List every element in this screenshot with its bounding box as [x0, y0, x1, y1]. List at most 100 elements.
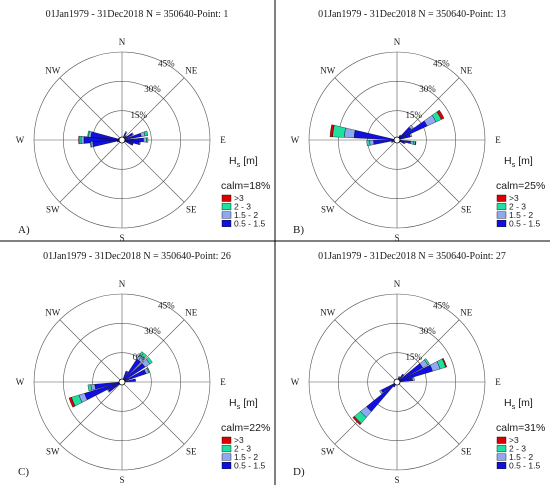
wind-rose-bar [87, 384, 93, 392]
ring-label: 0% [133, 352, 146, 362]
wind-rose-bar [403, 142, 406, 145]
direction-label: SW [46, 446, 60, 456]
ring-label: 45% [433, 58, 450, 68]
direction-label: SW [321, 446, 335, 456]
grid-spoke [121, 381, 185, 445]
wind-rose-bar [145, 356, 153, 365]
wind-rose-bar [78, 135, 82, 145]
legend-swatch [496, 445, 507, 453]
wind-rose-bar [124, 131, 128, 134]
direction-label: N [394, 37, 401, 47]
wind-rose-panel: 01Jan1979 - 31Dec2018 N = 350640-Point: … [291, 9, 546, 243]
grid-spoke [59, 381, 123, 445]
direction-label: NW [320, 66, 335, 76]
direction-label: S [394, 233, 399, 243]
grid-spoke [396, 319, 460, 383]
wind-rose-bar [369, 140, 375, 146]
ring-label: 15% [406, 352, 423, 362]
wind-rose-bar [379, 389, 384, 395]
calm-circle [393, 136, 401, 144]
direction-label: NE [185, 308, 197, 318]
grid-spoke [334, 139, 398, 203]
legend-label: 0.5 - 1.5 [234, 218, 265, 228]
legend-swatch [496, 453, 507, 461]
wind-rose-bar [411, 377, 415, 381]
direction-label: NE [460, 66, 472, 76]
direction-label: NW [45, 66, 60, 76]
wind-rose-bar [146, 367, 150, 374]
legend-swatch [221, 211, 232, 219]
panel-title: 01Jan1979 - 31Dec2018 N = 350640-Point: … [43, 251, 231, 262]
direction-label: SE [186, 204, 197, 214]
panel-title: 01Jan1979 - 31Dec2018 N = 350640-Point: … [318, 251, 506, 262]
ring-label: 30% [144, 84, 161, 94]
grid-spoke [334, 77, 398, 141]
ring-label: 30% [144, 326, 161, 336]
legend-label: >3 [234, 435, 244, 445]
direction-label: NE [460, 308, 472, 318]
grid-spoke [59, 77, 123, 141]
legend-swatch [496, 194, 507, 202]
grid-spoke [59, 319, 123, 383]
wind-rose-bar [78, 135, 80, 145]
wind-rose-panel: 01Jan1979 - 31Dec2018 N = 350640-Point: … [16, 251, 271, 485]
wind-rose-bar [353, 129, 398, 141]
grid-spoke [121, 319, 185, 383]
calm-label: calm=18% [221, 180, 270, 192]
direction-label: SE [461, 204, 472, 214]
ring-label: 15% [131, 110, 148, 120]
grid-spoke [121, 139, 185, 203]
direction-label: S [119, 233, 124, 243]
wind-rose-bar [89, 141, 92, 148]
wind-rose-bar [329, 124, 335, 138]
wind-rose-bar [143, 130, 149, 137]
direction-label: NW [45, 308, 60, 318]
panel-label: B) [293, 224, 304, 236]
legend-swatch [221, 461, 232, 469]
direction-label: SW [321, 204, 335, 214]
direction-label: S [394, 475, 399, 485]
wind-rose-bar [121, 378, 136, 383]
legend-swatch [221, 203, 232, 211]
legend-label: 1.5 - 2 [509, 452, 533, 462]
wind-rose-bar [107, 389, 111, 393]
legend-label: 2 - 3 [234, 444, 251, 454]
direction-label: W [16, 135, 25, 145]
direction-label: SE [186, 446, 197, 456]
legend-label: 0.5 - 1.5 [234, 460, 265, 470]
wind-rose-bar [396, 120, 428, 141]
direction-label: N [119, 279, 126, 289]
legend-swatch [221, 194, 232, 202]
grid-spoke [334, 319, 398, 383]
wind-rose-bar [436, 109, 445, 120]
legend-title: Hs [m] [504, 397, 533, 411]
panel-label: C) [18, 466, 29, 478]
legend-label: >3 [234, 193, 244, 203]
legend-title: Hs [m] [229, 397, 258, 411]
calm-circle [118, 378, 126, 386]
legend-swatch [496, 436, 507, 444]
direction-label: W [16, 377, 25, 387]
ring-label: 30% [419, 326, 436, 336]
calm-label: calm=31% [496, 422, 545, 434]
wind-rose-bar [139, 351, 148, 359]
wind-rose-bar [68, 397, 76, 408]
wind-rose-panel: 01Jan1979 - 31Dec2018 N = 350640-Point: … [16, 9, 271, 243]
wind-rose-bar [87, 130, 90, 138]
legend-swatch [221, 453, 232, 461]
ring-label: 30% [419, 84, 436, 94]
direction-label: W [291, 377, 300, 387]
ring-label: 45% [158, 58, 175, 68]
direction-label: S [119, 475, 124, 485]
wind-rose-bar [143, 137, 147, 143]
legend-title: Hs [m] [229, 155, 258, 169]
calm-circle [118, 136, 126, 144]
wind-rose-bar [424, 358, 430, 366]
panel-label: A) [18, 224, 30, 236]
wind-rose-bar [146, 137, 149, 143]
legend-label: 0.5 - 1.5 [509, 460, 540, 470]
wind-rose-bar [80, 136, 85, 144]
panel-label: D) [293, 466, 305, 478]
direction-label: E [220, 377, 226, 387]
